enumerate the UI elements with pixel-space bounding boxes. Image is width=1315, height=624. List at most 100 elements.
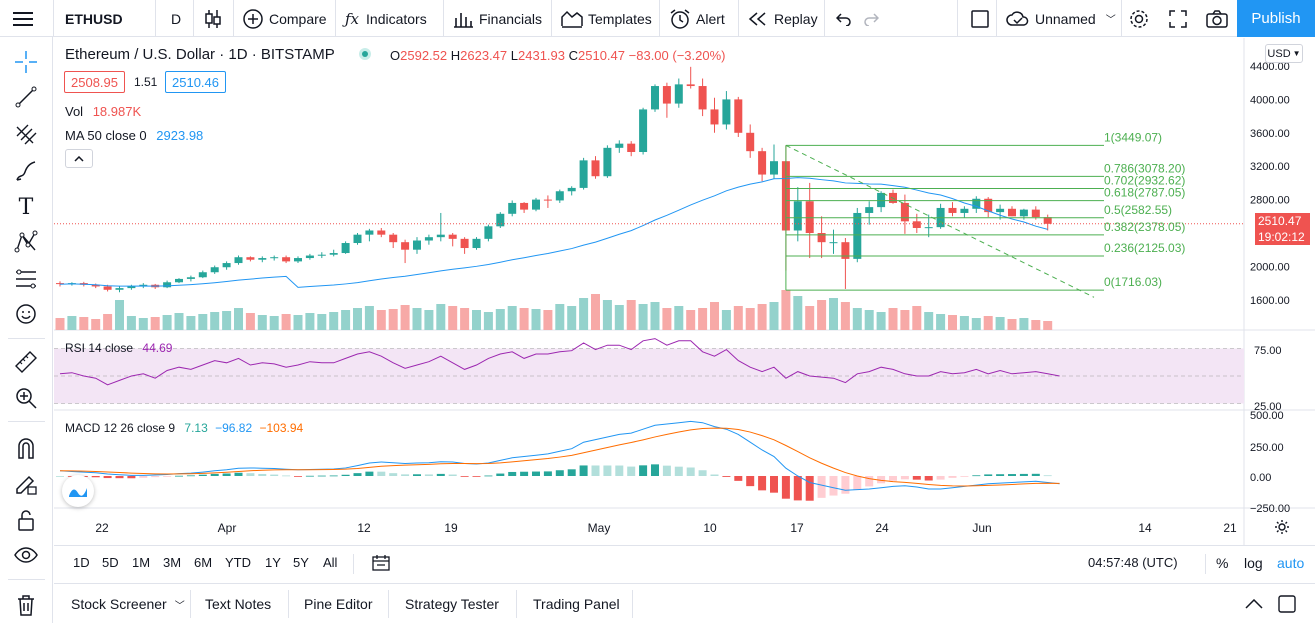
volume-bar: [234, 308, 243, 330]
text-tool-icon[interactable]: T: [18, 194, 34, 220]
layout-save-button[interactable]: Unnamed ﹀: [1006, 0, 1116, 37]
candle-body: [698, 86, 707, 110]
volume-bar: [793, 296, 803, 330]
log-toggle[interactable]: log: [1244, 555, 1263, 571]
buy-price-box[interactable]: 2510.46: [165, 71, 226, 93]
volume-bar: [912, 306, 922, 330]
divider: [8, 421, 45, 422]
prediction-icon[interactable]: [13, 266, 39, 292]
candle-body: [900, 202, 909, 222]
axis-settings-icon[interactable]: [1274, 519, 1290, 538]
macd-histogram-bar: [270, 474, 279, 476]
range-5y[interactable]: 5Y: [293, 555, 309, 570]
market-status-icon: [359, 48, 371, 60]
lock-pencil-icon[interactable]: [13, 471, 39, 497]
macd-histogram-bar: [936, 476, 945, 480]
volume-bar: [91, 319, 101, 330]
crosshair-icon[interactable]: [13, 49, 39, 75]
volume-bar: [900, 310, 910, 330]
volume-bar: [400, 305, 410, 330]
tab-trading-panel[interactable]: Trading Panel: [533, 596, 620, 612]
currency-select[interactable]: USD ▼: [1265, 44, 1303, 63]
range-6m[interactable]: 6M: [194, 555, 213, 570]
brush-icon[interactable]: [13, 158, 39, 184]
financials-button[interactable]: Financials: [453, 0, 542, 37]
sell-price-box[interactable]: 2508.95: [64, 71, 125, 93]
percent-toggle[interactable]: %: [1216, 555, 1229, 571]
candle-body: [912, 221, 921, 228]
tab-strategy-tester[interactable]: Strategy Tester: [405, 596, 499, 612]
publish-button[interactable]: Publish: [1237, 0, 1315, 37]
trash-icon[interactable]: [13, 592, 39, 618]
chart-title: Ethereum / U.S. Dollar · 1D · BITSTAMP: [65, 46, 335, 63]
camera-icon[interactable]: [1205, 0, 1229, 37]
redo-icon[interactable]: [863, 0, 879, 37]
pattern-icon[interactable]: [13, 229, 39, 255]
time-tick-label: Jun: [972, 521, 991, 535]
smiley-icon[interactable]: [13, 301, 39, 327]
range-1m[interactable]: 1M: [132, 555, 151, 570]
current-price-label: 2510.47 19:02:12: [1255, 213, 1310, 245]
tradingview-logo-icon[interactable]: [62, 475, 94, 507]
replay-button[interactable]: Replay: [748, 0, 818, 37]
lock-icon[interactable]: [13, 507, 39, 533]
fib-level-label: 0.702(2932.62): [1104, 174, 1185, 188]
trend-line-icon[interactable]: [13, 84, 39, 110]
chart-canvas[interactable]: 1(3449.07)0.786(3078.20)0.702(2932.62)0.…: [54, 38, 1315, 545]
range-all[interactable]: All: [323, 555, 338, 570]
volume-bars: [55, 290, 1053, 330]
zoom-in-icon[interactable]: [13, 385, 39, 411]
date-range-icon[interactable]: [372, 554, 390, 575]
tab-pine-editor[interactable]: Pine Editor: [304, 596, 373, 612]
volume-bar: [757, 304, 767, 330]
gear-icon[interactable]: [1128, 0, 1150, 37]
eye-icon[interactable]: [13, 542, 39, 568]
rsi-value: 44.69: [142, 341, 173, 355]
chevron-up-icon[interactable]: [1245, 584, 1263, 624]
volume-bar: [686, 310, 696, 330]
symbol-search[interactable]: ETHUSD: [65, 10, 123, 27]
macd-histogram-bar: [889, 476, 897, 481]
collapse-legend-button[interactable]: [65, 149, 93, 168]
utc-clock[interactable]: 04:57:48 (UTC): [1088, 555, 1178, 570]
compare-button[interactable]: Compare: [242, 0, 327, 37]
maximize-panel-icon[interactable]: [1278, 584, 1296, 624]
pitchfork-icon[interactable]: [13, 121, 39, 147]
candle-body: [115, 288, 124, 290]
macd-histogram-bar: [210, 473, 219, 476]
tab-text-notes[interactable]: Text Notes: [205, 596, 272, 612]
indicators-button[interactable]: ƒx Indicators: [345, 0, 427, 37]
candle-body: [508, 202, 517, 214]
auto-toggle[interactable]: auto: [1277, 555, 1305, 571]
undo-icon[interactable]: [836, 0, 852, 37]
spread-value: 1.51: [134, 75, 158, 89]
range-3m[interactable]: 3M: [163, 555, 182, 570]
candle-body: [651, 86, 659, 110]
macd-tick-label: 500.00: [1250, 410, 1284, 422]
alert-button[interactable]: Alert: [669, 0, 725, 37]
divider: [353, 554, 354, 574]
price-tick-label: 2000.00: [1250, 261, 1290, 273]
menu-icon[interactable]: [12, 0, 34, 37]
macd-histogram-bar: [520, 471, 529, 476]
volume-bar: [138, 318, 148, 330]
templates-button[interactable]: Templates: [561, 0, 652, 37]
tab-label: Stock Screener: [71, 596, 167, 612]
ruler-icon[interactable]: [13, 349, 39, 375]
range-1d[interactable]: 1D: [73, 555, 90, 570]
macd-histogram-bar: [603, 465, 612, 476]
interval-button[interactable]: D: [171, 10, 182, 27]
range-ytd[interactable]: YTD: [225, 555, 251, 570]
tab-stock-screener[interactable]: Stock Screener ﹀: [71, 584, 185, 624]
grid: [54, 38, 1315, 545]
candles-icon[interactable]: [203, 0, 223, 37]
macd-histogram-bar: [734, 476, 743, 481]
divider: [193, 0, 194, 37]
range-1y[interactable]: 1Y: [265, 555, 281, 570]
macd-histogram-bar: [746, 476, 755, 487]
volume-bar: [353, 308, 362, 330]
range-5d[interactable]: 5D: [102, 555, 119, 570]
magnet-icon[interactable]: [13, 435, 39, 461]
fullscreen-square-icon[interactable]: [970, 0, 990, 37]
fullscreen-icon[interactable]: [1168, 0, 1188, 37]
